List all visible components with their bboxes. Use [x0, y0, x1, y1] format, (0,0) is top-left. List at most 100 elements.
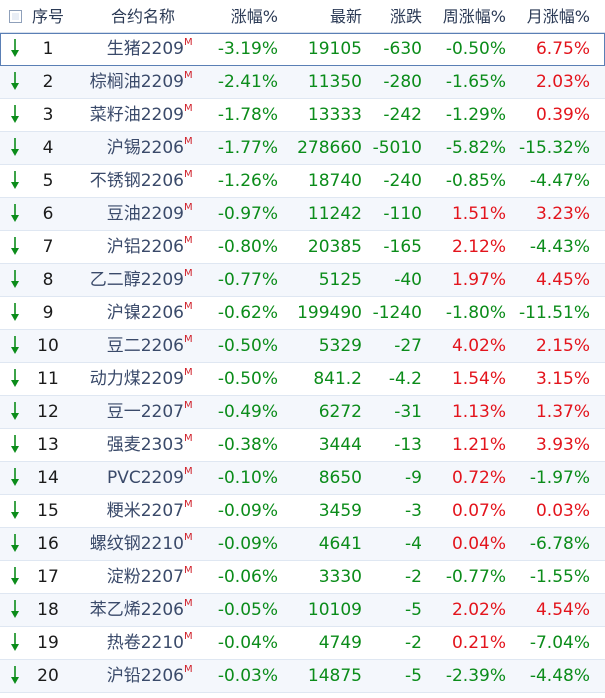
- change-pct: -0.03%: [217, 666, 278, 686]
- down-arrow-icon: [0, 165, 30, 198]
- last-price: 20385: [307, 237, 362, 257]
- down-arrow-icon: [0, 396, 30, 429]
- change-pct: -0.50%: [217, 336, 278, 356]
- table-row[interactable]: 11 动力煤2209 M -0.50% 841.2 -4.2 1.54% 3.15%: [0, 363, 605, 396]
- main-contract-mark: M: [184, 202, 193, 213]
- contract-name[interactable]: 强麦2303: [106, 435, 184, 455]
- contract-name[interactable]: 不锈钢2206: [89, 171, 184, 191]
- table-row[interactable]: 5 不锈钢2206 M -1.26% 18740 -240 -0.85% -4.47%: [0, 165, 605, 198]
- change-pct: -0.10%: [217, 468, 278, 488]
- contract-name[interactable]: 沪锡2206: [106, 138, 184, 158]
- down-arrow-icon: [0, 528, 30, 561]
- header-change[interactable]: 涨跌: [389, 7, 422, 26]
- table-row[interactable]: 2 棕榈油2209 M -2.41% 11350 -280 -1.65% 2.03%: [0, 66, 605, 99]
- table-row[interactable]: 19 热卷2210 M -0.04% 4749 -2 0.21% -7.04%: [0, 627, 605, 660]
- month-change-pct: 4.54%: [535, 600, 590, 620]
- contract-name[interactable]: 棕榈油2209: [89, 72, 184, 92]
- last-price: 3444: [318, 435, 362, 455]
- contract-name[interactable]: 菜籽油2209: [89, 105, 184, 125]
- change-value: -242: [383, 105, 422, 125]
- month-change-pct: 3.15%: [535, 369, 590, 389]
- table-row[interactable]: 13 强麦2303 M -0.38% 3444 -13 1.21% 3.93%: [0, 429, 605, 462]
- down-arrow-icon: [0, 66, 30, 99]
- table-row[interactable]: 1 生猪2209 M -3.19% 19105 -630 -0.50% 6.75%: [0, 33, 605, 66]
- main-contract-mark: M: [184, 268, 193, 279]
- down-arrow-icon-svg: [11, 303, 19, 321]
- table-body: 1 生猪2209 M -3.19% 19105 -630 -0.50% 6.75% 2 棕榈油22…: [0, 33, 605, 693]
- header-change-pct[interactable]: 涨幅%: [230, 7, 278, 26]
- table-row[interactable]: 7 沪铝2206 M -0.80% 20385 -165 2.12% -4.43%: [0, 231, 605, 264]
- change-pct: -2.41%: [217, 72, 278, 92]
- change-pct: -0.38%: [217, 435, 278, 455]
- table-row[interactable]: 16 螺纹钢2210 M -0.09% 4641 -4 0.04% -6.78%: [0, 528, 605, 561]
- row-seq: 18: [37, 600, 59, 620]
- contract-name[interactable]: 沪铅2206: [106, 666, 184, 686]
- row-seq: 7: [42, 237, 54, 257]
- contract-name[interactable]: 螺纹钢2210: [89, 534, 184, 554]
- contract-name[interactable]: 沪镍2206: [106, 303, 184, 323]
- last-price: 199490: [297, 303, 362, 323]
- change-pct: -1.78%: [217, 105, 278, 125]
- down-arrow-icon-svg: [11, 633, 19, 651]
- month-change-pct: -6.78%: [529, 534, 590, 554]
- table-row[interactable]: 9 沪镍2206 M -0.62% 199490 -1240 -1.80% -11.51%: [0, 297, 605, 330]
- table-row[interactable]: 10 豆二2206 M -0.50% 5329 -27 4.02% 2.15%: [0, 330, 605, 363]
- contract-name[interactable]: 淀粉2207: [106, 567, 184, 587]
- contract-name[interactable]: 动力煤2209: [89, 369, 184, 389]
- last-price: 14875: [307, 666, 362, 686]
- header-last-price[interactable]: 最新: [329, 7, 362, 26]
- table-row[interactable]: 18 苯乙烯2206 M -0.05% 10109 -5 2.02% 4.54%: [0, 594, 605, 627]
- down-arrow-icon: [0, 231, 30, 264]
- contract-name[interactable]: 豆一2207: [106, 402, 184, 422]
- table-row[interactable]: 3 菜籽油2209 M -1.78% 13333 -242 -1.29% 0.39%: [0, 99, 605, 132]
- month-change-pct: 6.75%: [535, 39, 590, 59]
- header-seq[interactable]: 序号: [31, 7, 64, 26]
- change-value: -4.2: [388, 369, 422, 389]
- contract-name[interactable]: PVC2209: [106, 468, 184, 488]
- table-row[interactable]: 14 PVC2209 M -0.10% 8650 -9 0.72% -1.97%: [0, 462, 605, 495]
- contract-name[interactable]: 粳米2207: [106, 501, 184, 521]
- week-change-pct: 0.21%: [451, 633, 506, 653]
- table-row[interactable]: 17 淀粉2207 M -0.06% 3330 -2 -0.77% -1.55%: [0, 561, 605, 594]
- change-value: -31: [394, 402, 422, 422]
- week-change-pct: -1.29%: [445, 105, 506, 125]
- contract-name[interactable]: 苯乙烯2206: [89, 600, 184, 620]
- month-change-pct: -1.97%: [529, 468, 590, 488]
- main-contract-mark: M: [184, 631, 193, 642]
- contract-name[interactable]: 沪铝2206: [106, 237, 184, 257]
- contract-name[interactable]: 生猪2209: [106, 39, 184, 59]
- table-row[interactable]: 15 粳米2207 M -0.09% 3459 -3 0.07% 0.03%: [0, 495, 605, 528]
- down-arrow-icon: [0, 429, 30, 462]
- table-row[interactable]: 6 豆油2209 M -0.97% 11242 -110 1.51% 3.23%: [0, 198, 605, 231]
- month-change-pct: -4.47%: [529, 171, 590, 191]
- main-contract-mark: M: [184, 301, 193, 312]
- last-price: 278660: [297, 138, 362, 158]
- down-arrow-icon: [0, 99, 30, 132]
- week-change-pct: 4.02%: [451, 336, 506, 356]
- change-value: -40: [394, 270, 422, 290]
- week-change-pct: 1.97%: [451, 270, 506, 290]
- last-price: 5329: [318, 336, 362, 356]
- row-seq: 8: [42, 270, 54, 290]
- contract-name[interactable]: 乙二醇2209: [89, 270, 184, 290]
- contract-name[interactable]: 豆油2209: [106, 204, 184, 224]
- table-row[interactable]: 8 乙二醇2209 M -0.77% 5125 -40 1.97% 4.45%: [0, 264, 605, 297]
- table-row[interactable]: 12 豆一2207 M -0.49% 6272 -31 1.13% 1.37%: [0, 396, 605, 429]
- month-change-pct: -7.04%: [529, 633, 590, 653]
- week-change-pct: -0.77%: [445, 567, 506, 587]
- last-price: 6272: [318, 402, 362, 422]
- week-change-pct: 0.04%: [451, 534, 506, 554]
- header-week-change[interactable]: 周涨幅%: [442, 7, 506, 26]
- contract-name[interactable]: 豆二2206: [106, 336, 184, 356]
- change-pct: -0.04%: [217, 633, 278, 653]
- down-arrow-icon-svg: [11, 336, 19, 354]
- header-select-box[interactable]: [0, 0, 30, 33]
- header-contract-name[interactable]: 合约名称: [110, 7, 175, 26]
- table-row[interactable]: 20 沪铅2206 M -0.03% 14875 -5 -2.39% -4.48%: [0, 660, 605, 693]
- month-change-pct: -15.32%: [519, 138, 590, 158]
- last-price: 10109: [307, 600, 362, 620]
- table-row[interactable]: 4 沪锡2206 M -1.77% 278660 -5010 -5.82% -15.32%: [0, 132, 605, 165]
- row-seq: 11: [37, 369, 59, 389]
- header-month-change[interactable]: 月涨幅%: [526, 7, 590, 26]
- contract-name[interactable]: 热卷2210: [106, 633, 184, 653]
